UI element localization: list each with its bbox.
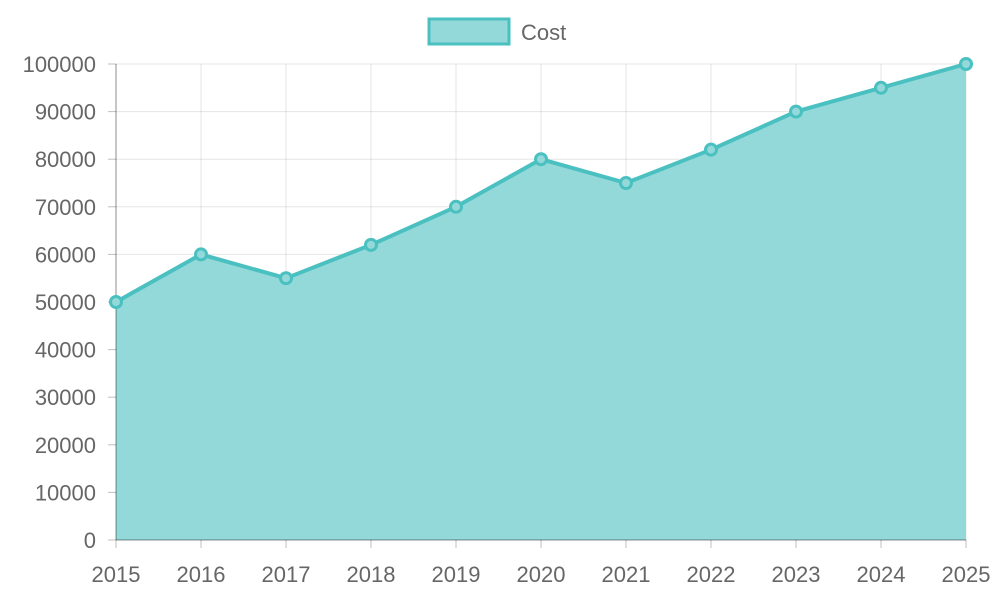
y-tick-label: 0 <box>84 528 96 553</box>
x-tick-label: 2019 <box>432 562 481 587</box>
x-tick-label: 2025 <box>942 562 991 587</box>
x-tick-label: 2023 <box>772 562 821 587</box>
y-tick-label: 60000 <box>35 242 96 267</box>
data-points[interactable] <box>109 57 973 309</box>
y-tick-label: 30000 <box>35 385 96 410</box>
x-tick-label: 2016 <box>177 562 226 587</box>
x-axis-tick-labels: 2015 2016 2017 2018 2019 2020 2021 2022 2023 2024… <box>92 562 991 587</box>
data-point[interactable] <box>109 295 123 309</box>
data-point[interactable] <box>619 176 633 190</box>
x-tick-label: 2022 <box>687 562 736 587</box>
series-area-cost <box>116 64 966 540</box>
y-tick-label: 50000 <box>35 290 96 315</box>
y-tick-label: 40000 <box>35 338 96 363</box>
x-tick-label: 2015 <box>92 562 141 587</box>
data-point[interactable] <box>364 237 378 252</box>
x-tick-label: 2017 <box>262 562 311 587</box>
data-point[interactable] <box>534 152 548 167</box>
x-tick-label: 2024 <box>857 562 906 587</box>
y-tick-label: 20000 <box>35 433 96 458</box>
data-point[interactable] <box>279 271 293 286</box>
data-point[interactable] <box>874 80 888 95</box>
data-point[interactable] <box>449 199 463 214</box>
legend-label-cost[interactable]: Cost <box>521 20 566 45</box>
y-tick-label: 100000 <box>23 52 96 77</box>
x-tick-label: 2020 <box>517 562 566 587</box>
legend-swatch-cost[interactable] <box>427 17 511 46</box>
x-tick-label: 2021 <box>602 562 651 587</box>
data-point[interactable] <box>789 104 803 119</box>
y-tick-label: 70000 <box>35 195 96 220</box>
y-tick-label: 90000 <box>35 100 96 125</box>
data-point[interactable] <box>959 57 973 71</box>
data-point[interactable] <box>194 247 208 262</box>
legend[interactable]: Cost <box>427 17 566 46</box>
x-tick-label: 2018 <box>347 562 396 587</box>
data-point[interactable] <box>704 142 718 157</box>
y-axis-tick-labels: 0 10000 20000 30000 40000 50000 60000 70000 8000… <box>23 52 96 553</box>
y-tick-label: 80000 <box>35 147 96 172</box>
y-tick-label: 10000 <box>35 480 96 505</box>
